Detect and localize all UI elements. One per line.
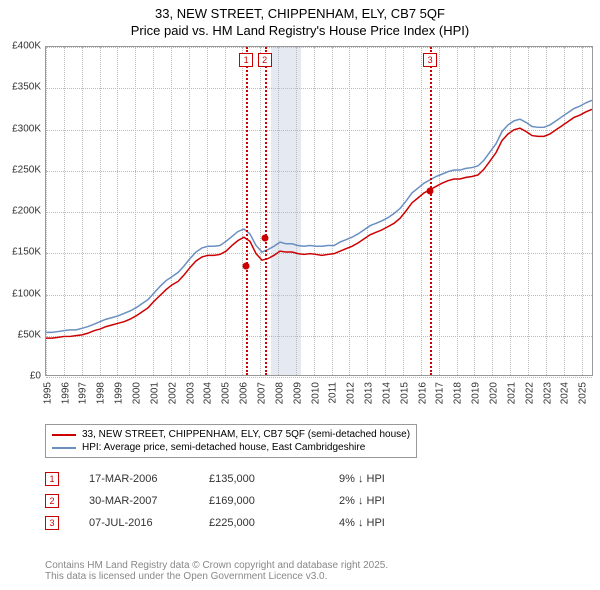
x-tick-label: 2018 — [453, 382, 464, 404]
series-address — [46, 109, 592, 338]
chart-svg — [46, 47, 592, 375]
y-tick-label: £150K — [12, 247, 41, 258]
marker-point-1 — [243, 262, 250, 269]
marker-point-2 — [261, 234, 268, 241]
footer: Contains HM Land Registry data © Crown c… — [45, 560, 388, 582]
txn-date: 17-MAR-2006 — [89, 473, 209, 485]
x-tick-label: 2015 — [399, 382, 410, 404]
x-tick-label: 2012 — [345, 382, 356, 404]
x-tick-label: 2003 — [185, 382, 196, 404]
x-tick-label: 2009 — [292, 382, 303, 404]
y-tick-label: £50K — [18, 329, 41, 340]
x-tick-label: 2010 — [310, 382, 321, 404]
x-tick-label: 2014 — [381, 382, 392, 404]
x-tick-label: 1998 — [96, 382, 107, 404]
y-tick-label: £0 — [30, 371, 41, 382]
chart-area: 12 3 — [45, 46, 593, 376]
y-tick-label: £300K — [12, 123, 41, 134]
txn-diff: 9% ↓ HPI — [339, 473, 429, 485]
marker-vline-2 — [265, 47, 267, 375]
x-tick-label: 2016 — [417, 382, 428, 404]
txn-num: 2 — [45, 494, 59, 508]
y-tick-label: £250K — [12, 164, 41, 175]
marker-box-1: 1 — [239, 53, 253, 67]
marker-vline-1 — [246, 47, 248, 375]
x-tick-label: 2001 — [149, 382, 160, 404]
marker-box-3: 3 — [423, 53, 437, 67]
footer-line-1: Contains HM Land Registry data © Crown c… — [45, 560, 388, 571]
x-tick-label: 1997 — [78, 382, 89, 404]
y-axis: £0£50K£100K£150K£200K£250K£300K£350K£400… — [0, 46, 43, 376]
y-tick-label: £350K — [12, 82, 41, 93]
txn-price: £225,000 — [209, 517, 339, 529]
x-tick-label: 2013 — [363, 382, 374, 404]
legend-row: HPI: Average price, semi-detached house,… — [52, 441, 410, 454]
x-tick-label: 2004 — [203, 382, 214, 404]
txn-price: £169,000 — [209, 495, 339, 507]
txn-price: £135,000 — [209, 473, 339, 485]
x-tick-label: 2011 — [328, 382, 339, 404]
x-tick-label: 2002 — [167, 382, 178, 404]
x-tick-label: 2021 — [506, 382, 517, 404]
transaction-row: 1 17-MAR-2006£135,0009% ↓ HPI — [45, 468, 429, 490]
subtitle: Price paid vs. HM Land Registry's House … — [0, 23, 600, 38]
x-tick-label: 2022 — [524, 382, 535, 404]
transaction-row: 2 30-MAR-2007£169,0002% ↓ HPI — [45, 490, 429, 512]
x-tick-label: 2007 — [256, 382, 267, 404]
txn-diff: 4% ↓ HPI — [339, 517, 429, 529]
y-tick-label: £100K — [12, 288, 41, 299]
legend-label: HPI: Average price, semi-detached house,… — [82, 442, 365, 453]
series-hpi — [46, 100, 592, 332]
y-tick-label: £200K — [12, 206, 41, 217]
txn-num: 1 — [45, 472, 59, 486]
x-tick-label: 2023 — [542, 382, 553, 404]
chart-header: 33, NEW STREET, CHIPPENHAM, ELY, CB7 5QF… — [0, 0, 600, 38]
y-tick-label: £400K — [12, 41, 41, 52]
transaction-row: 3 07-JUL-2016£225,0004% ↓ HPI — [45, 512, 429, 534]
legend-swatch — [52, 434, 76, 436]
txn-date: 30-MAR-2007 — [89, 495, 209, 507]
marker-box-2: 2 — [258, 53, 272, 67]
txn-date: 07-JUL-2016 — [89, 517, 209, 529]
x-tick-label: 2017 — [435, 382, 446, 404]
legend: 33, NEW STREET, CHIPPENHAM, ELY, CB7 5QF… — [45, 424, 417, 458]
transactions-table: 1 17-MAR-2006£135,0009% ↓ HPI 2 30-MAR-2007… — [45, 468, 429, 534]
txn-diff: 2% ↓ HPI — [339, 495, 429, 507]
x-axis: 1995 1996 1997 1998 1999 2000 2001 2002 2003 2004… — [45, 378, 593, 418]
title: 33, NEW STREET, CHIPPENHAM, ELY, CB7 5QF — [0, 6, 600, 21]
x-tick-label: 2024 — [560, 382, 571, 404]
marker-vline-3 — [430, 47, 432, 375]
footer-line-2: This data is licensed under the Open Gov… — [45, 571, 388, 582]
legend-swatch — [52, 447, 76, 449]
x-tick-label: 1999 — [113, 382, 124, 404]
txn-num: 3 — [45, 516, 59, 530]
x-tick-label: 2019 — [470, 382, 481, 404]
x-tick-label: 2008 — [274, 382, 285, 404]
x-tick-label: 2025 — [578, 382, 589, 404]
x-tick-label: 2005 — [221, 382, 232, 404]
x-tick-label: 1996 — [60, 382, 71, 404]
x-tick-label: 2000 — [131, 382, 142, 404]
legend-row: 33, NEW STREET, CHIPPENHAM, ELY, CB7 5QF… — [52, 428, 410, 441]
x-tick-label: 2020 — [488, 382, 499, 404]
marker-point-3 — [427, 188, 434, 195]
x-tick-label: 1995 — [42, 382, 53, 404]
legend-label: 33, NEW STREET, CHIPPENHAM, ELY, CB7 5QF… — [82, 429, 410, 440]
x-tick-label: 2006 — [238, 382, 249, 404]
